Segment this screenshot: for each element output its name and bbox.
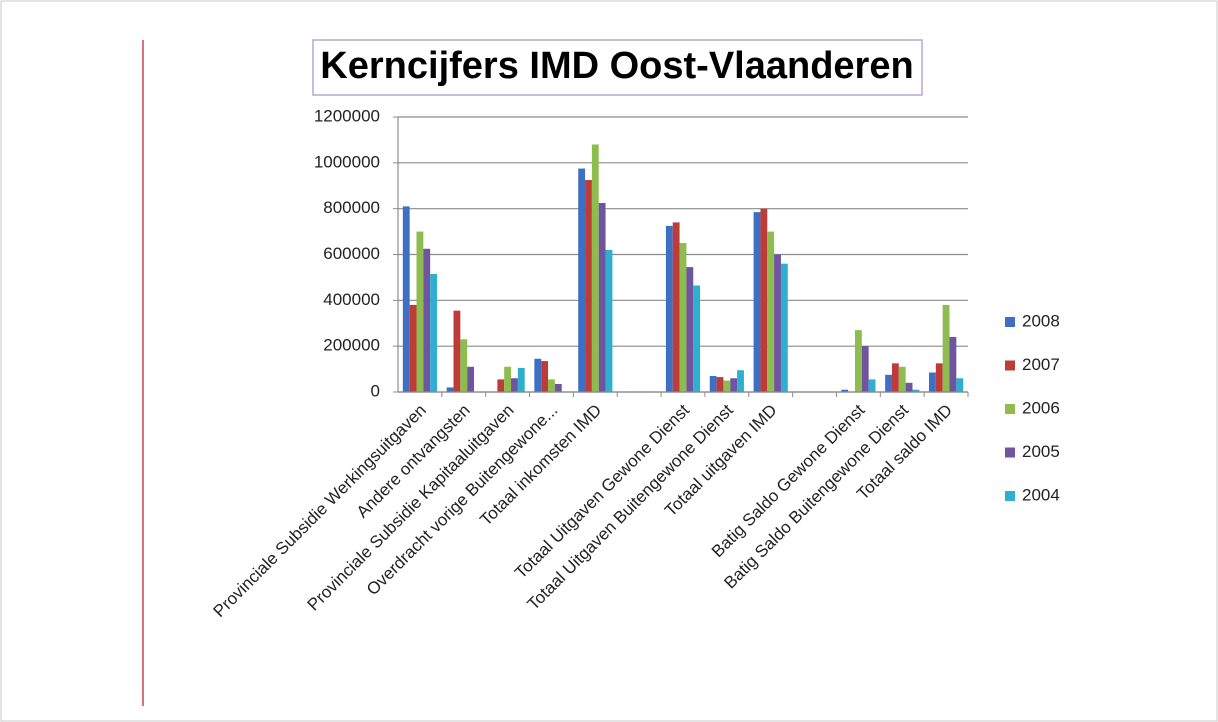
bar <box>504 366 512 392</box>
bar <box>935 363 943 392</box>
bar <box>898 366 906 392</box>
bar <box>446 387 454 392</box>
bar <box>605 249 613 392</box>
bar <box>679 243 687 392</box>
bar <box>905 382 913 392</box>
bar <box>409 304 417 392</box>
legend-swatch <box>1005 491 1015 501</box>
bar <box>767 231 775 392</box>
y-tick-label: 0 <box>371 381 380 400</box>
bar <box>416 231 424 392</box>
y-tick-label: 1200000 <box>314 106 380 125</box>
bar <box>942 304 950 392</box>
bar <box>598 202 606 392</box>
bar <box>891 363 899 392</box>
bar <box>730 378 738 392</box>
legend-label: 2007 <box>1022 355 1060 374</box>
bar <box>686 267 694 392</box>
bar <box>665 225 673 392</box>
y-tick-label: 200000 <box>323 336 380 355</box>
bar <box>737 370 744 392</box>
legend-swatch <box>1005 317 1015 327</box>
y-tick-label: 800000 <box>323 198 380 217</box>
bar <box>591 144 599 392</box>
bar <box>753 212 761 392</box>
bar <box>467 366 475 392</box>
bar <box>548 379 555 392</box>
bar <box>861 346 869 392</box>
bar <box>578 168 586 392</box>
bar <box>585 180 592 392</box>
bar <box>430 273 438 392</box>
bar <box>554 383 562 392</box>
bar <box>956 378 964 392</box>
bar <box>723 380 731 392</box>
bar <box>402 206 410 392</box>
bar <box>841 389 849 392</box>
bar <box>497 379 505 392</box>
bar <box>928 372 936 392</box>
legend-swatch <box>1005 447 1015 458</box>
bar <box>949 337 957 392</box>
legend-label: 2008 <box>1022 311 1060 330</box>
bar <box>912 389 920 392</box>
bar <box>885 374 892 392</box>
y-tick-label: 600000 <box>323 244 380 263</box>
bar <box>780 263 788 392</box>
legend-label: 2005 <box>1022 442 1060 461</box>
bar <box>511 378 518 392</box>
legend-label: 2004 <box>1022 485 1060 504</box>
bar <box>672 222 680 392</box>
bar <box>534 358 542 392</box>
bar <box>709 375 717 392</box>
bar <box>423 248 431 392</box>
y-tick-label: 400000 <box>323 290 380 309</box>
legend-label: 2006 <box>1022 398 1060 417</box>
legend-swatch <box>1005 404 1015 414</box>
legend-swatch <box>1005 360 1015 371</box>
bar <box>854 330 862 392</box>
bar <box>774 254 781 392</box>
y-tick-label: 1000000 <box>314 152 380 171</box>
bar <box>716 377 724 392</box>
bar <box>453 310 461 392</box>
chart-title: Kerncijfers IMD Oost-Vlaanderen <box>320 45 913 87</box>
bar <box>693 285 701 392</box>
bar <box>517 367 525 392</box>
bar <box>760 208 768 392</box>
bar <box>460 339 468 392</box>
bar <box>541 361 549 392</box>
bar <box>868 379 876 392</box>
title-box <box>312 39 923 96</box>
